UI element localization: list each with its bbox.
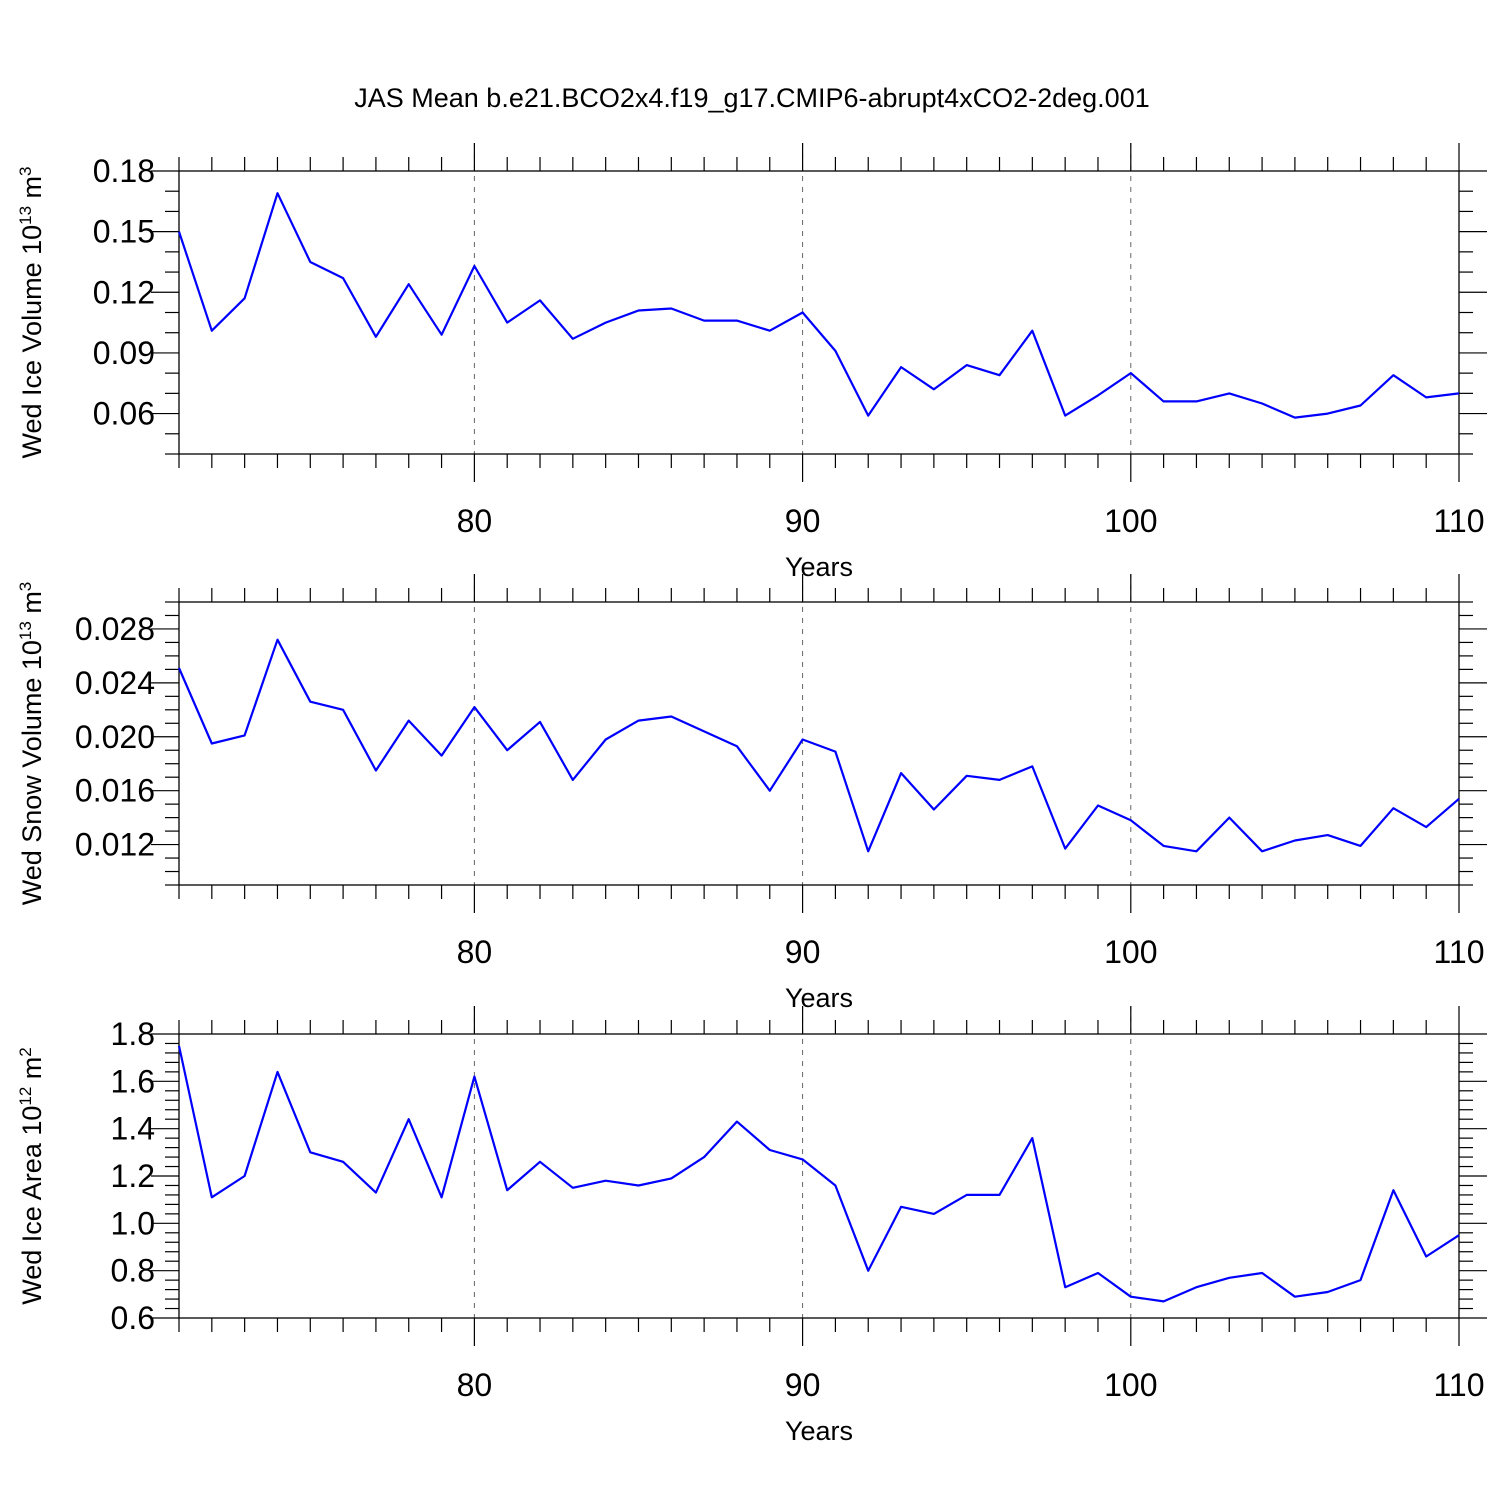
y-tick-label: 0.15 (93, 214, 155, 250)
panel-3: 80 90 100 110 Years 0.6 0.8 1.0 1.2 1.4 1.6 1.8 Wed … (16, 1006, 1487, 1446)
data-series-line (177, 1045, 1460, 1303)
y-axis-title-text: Wed Snow Volume 10 (17, 640, 47, 905)
x-tick-label: 110 (1433, 503, 1484, 539)
y-axis-title-superscript: 2 (16, 1047, 35, 1056)
y-axis-title-text: Wed Ice Volume 10 (17, 225, 47, 459)
x-tick-label: 100 (1104, 1367, 1157, 1403)
y-axis-title: Wed Ice Volume 1013 m3 (16, 166, 47, 458)
y-tick-label: 0.028 (75, 611, 155, 647)
plot-frame (178, 170, 1460, 455)
y-tick-label: 0.12 (93, 274, 155, 310)
panel-2: 80 90 100 110 Years 0.012 0.016 0.020 0.024 0.028… (16, 574, 1487, 1013)
y-tick-label: 1.2 (111, 1158, 155, 1194)
x-axis-title: Years (785, 983, 853, 1013)
x-axis-title: Years (785, 1416, 853, 1446)
x-tick-label: 100 (1104, 503, 1157, 539)
y-tick-label: 1.8 (111, 1016, 155, 1052)
y-tick-label: 1.0 (111, 1205, 155, 1241)
y-axis-title: Wed Snow Volume 1013 m3 (16, 582, 47, 906)
y-tick-label: 0.8 (111, 1253, 155, 1289)
panel-1: 80 90 100 110 Years 0.06 0.09 0.12 0.15 0.18 Wed I… (16, 143, 1487, 582)
data-series-line (177, 192, 1460, 419)
y-tick-label: 0.020 (75, 719, 155, 755)
x-tick-label: 110 (1433, 1367, 1484, 1403)
y-tick-label: 0.09 (93, 335, 155, 371)
y-tick-label: 1.4 (111, 1111, 155, 1147)
y-tick-label: 0.012 (75, 827, 155, 863)
x-tick-label: 80 (457, 503, 493, 539)
plot-frame (178, 601, 1460, 886)
y-axis-title-superscript: 12 (16, 1087, 35, 1106)
y-tick-label: 0.016 (75, 773, 155, 809)
x-axis-title: Years (785, 552, 853, 582)
y-axis-title-text: Wed Ice Area 10 (17, 1106, 47, 1305)
x-tick-label: 110 (1433, 934, 1484, 970)
y-axis-title-superscript: 3 (16, 166, 35, 175)
y-tick-label: 0.18 (93, 153, 155, 189)
x-tick-label: 90 (785, 934, 821, 970)
data-series-line (177, 638, 1460, 853)
y-axis-title: Wed Ice Area 1012 m2 (16, 1047, 47, 1305)
x-tick-label: 100 (1104, 934, 1157, 970)
chart-title: JAS Mean b.e21.BCO2x4.f19_g17.CMIP6-abru… (354, 83, 1149, 113)
y-axis-title-text: m (17, 176, 47, 206)
y-axis-title-text: m (17, 591, 47, 621)
y-tick-label: 0.06 (93, 396, 155, 432)
y-axis-title-superscript: 13 (16, 621, 35, 640)
y-tick-label: 1.6 (111, 1063, 155, 1099)
y-tick-label: 0.024 (75, 665, 155, 701)
x-tick-label: 90 (785, 503, 821, 539)
x-tick-label: 80 (457, 934, 493, 970)
x-tick-label: 80 (457, 1367, 493, 1403)
x-tick-label: 90 (785, 1367, 821, 1403)
y-axis-title-superscript: 13 (16, 206, 35, 225)
y-axis-title-text: m (17, 1057, 47, 1087)
y-axis-title-superscript: 3 (16, 582, 35, 591)
y-tick-label: 0.6 (111, 1300, 155, 1336)
